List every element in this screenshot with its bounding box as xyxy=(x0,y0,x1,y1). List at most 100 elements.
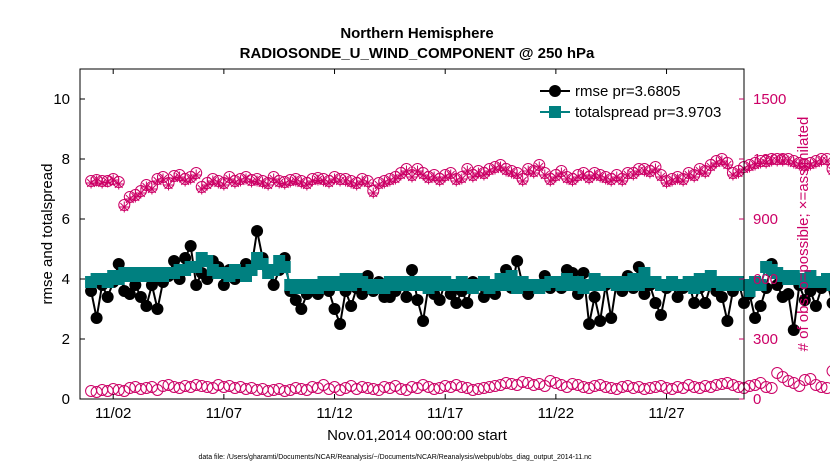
rmse-point xyxy=(605,312,618,324)
rmse-point xyxy=(295,303,308,315)
obs-possible-point xyxy=(455,381,468,393)
x-axis-label: Nov.01,2014 00:00:00 start xyxy=(327,427,508,444)
y2-axis-label: # of obs: o=possible; ×=assimilated xyxy=(795,117,812,352)
obs-assimilated-point xyxy=(500,165,512,177)
obs-assimilated-point xyxy=(489,163,501,175)
y-axis-right: 0 300 600 900 1200 1500 xyxy=(739,91,786,408)
x-tick-label: 11/07 xyxy=(206,405,242,422)
obs-assimilated-point xyxy=(284,176,296,188)
obs-assimilated-point xyxy=(312,174,324,186)
obs-assimilated-point xyxy=(273,177,285,189)
rmse-point xyxy=(328,303,341,315)
rmse-point xyxy=(511,255,524,267)
obs-assimilated-point xyxy=(306,175,318,187)
rmse-point xyxy=(721,315,734,327)
obs-possible-point xyxy=(704,381,717,393)
obs-assimilated-point xyxy=(129,191,141,203)
rmse-point xyxy=(101,291,114,303)
obs-assimilated-point xyxy=(351,179,363,191)
obs-possible-point xyxy=(760,381,773,393)
obs-assimilated-point xyxy=(113,178,125,190)
obs-possible-point xyxy=(826,365,830,377)
plot-frame xyxy=(79,68,745,400)
y-tick-label: 8 xyxy=(62,151,70,168)
rmse-point xyxy=(433,294,446,306)
obs-possible-point xyxy=(721,377,734,389)
totalspread-point xyxy=(278,261,291,273)
obs-assimilated-point xyxy=(661,177,673,189)
obs-assimilated-point xyxy=(212,177,224,189)
obs-assimilated-point xyxy=(633,165,645,177)
obs-assimilated-point xyxy=(522,165,534,177)
y-axis-label: rmse and totalspread xyxy=(39,164,56,305)
y-tick-label: 0 xyxy=(62,391,70,408)
obs-assimilated-point xyxy=(356,175,368,187)
obs-assimilated-point xyxy=(550,171,562,183)
rmse-point xyxy=(671,291,684,303)
rmse-point xyxy=(334,318,347,330)
obs-assimilated-point xyxy=(566,175,578,187)
rmse-point xyxy=(251,225,264,237)
rmse-point xyxy=(826,297,830,309)
obs-assimilated-point xyxy=(804,159,816,171)
x-tick-label: 11/02 xyxy=(95,405,131,422)
obs-assimilated-point xyxy=(229,177,241,189)
rmse-point xyxy=(699,297,712,309)
obs-assimilated-point xyxy=(649,163,661,175)
y-tick-label: 4 xyxy=(62,271,70,288)
obs-possible-point xyxy=(417,379,430,391)
totalspread-point xyxy=(826,279,830,291)
obs-assimilated-point xyxy=(766,155,778,167)
obs-assimilated-point xyxy=(732,167,744,179)
obs-possible-point xyxy=(809,379,822,391)
obs-possible-point xyxy=(815,381,828,393)
obs-assimilated-point xyxy=(179,175,191,187)
obs-assimilated-point xyxy=(96,177,108,189)
obs-possible-point xyxy=(821,382,830,394)
obs-assimilated-point xyxy=(190,169,202,181)
obs-assimilated-point xyxy=(727,169,739,181)
obs-assimilated-point xyxy=(572,171,584,183)
obs-assimilated-point xyxy=(373,179,385,191)
obs-assimilated-point xyxy=(151,175,163,187)
obs-assimilated-point xyxy=(251,175,263,187)
legend-rmse-marker xyxy=(549,85,561,97)
obs-possible-point xyxy=(516,376,529,388)
rmse-point xyxy=(345,300,358,312)
obs-assimilated-point xyxy=(555,167,567,179)
obs-assimilated-point xyxy=(777,155,789,167)
obs-assimilated-point xyxy=(406,171,418,183)
plot-series xyxy=(85,153,830,398)
rmse-point xyxy=(190,279,203,291)
obs-assimilated-point xyxy=(91,175,103,187)
totalspread-point xyxy=(245,264,258,276)
obs-assimilated-point xyxy=(544,175,556,187)
obs-assimilated-point xyxy=(644,167,656,179)
chart-title: Northern Hemisphere xyxy=(340,25,493,42)
obs-assimilated-point xyxy=(323,177,335,189)
chart-subtitle: RADIOSONDE_U_WIND_COMPONENT @ 250 hPa xyxy=(240,45,595,62)
rmse-point xyxy=(655,309,667,321)
obs-assimilated-point xyxy=(400,165,412,177)
obs-assimilated-point xyxy=(218,179,230,191)
legend-spread-marker xyxy=(549,106,561,118)
obs-assimilated-point xyxy=(461,165,473,177)
obs-assimilated-point xyxy=(627,169,639,181)
obs-assimilated-point xyxy=(439,171,451,183)
rmse-point xyxy=(90,312,103,324)
obs-assimilated-point xyxy=(677,175,689,187)
obs-assimilated-point xyxy=(456,173,468,185)
obs-assimilated-point xyxy=(483,165,495,177)
y-tick-label: 10 xyxy=(53,91,70,108)
y2-tick-label: 900 xyxy=(753,211,778,228)
obs-assimilated-point xyxy=(528,167,540,179)
obs-assimilated-point xyxy=(672,173,684,185)
rmse-point xyxy=(289,294,302,306)
y2-tick-label: 600 xyxy=(753,271,778,288)
obs-assimilated-point xyxy=(367,187,379,199)
obs-assimilated-point xyxy=(760,157,772,169)
y2-tick-label: 300 xyxy=(753,331,778,348)
y2-tick-label: 1200 xyxy=(753,151,786,168)
obs-assimilated-point xyxy=(301,179,313,191)
